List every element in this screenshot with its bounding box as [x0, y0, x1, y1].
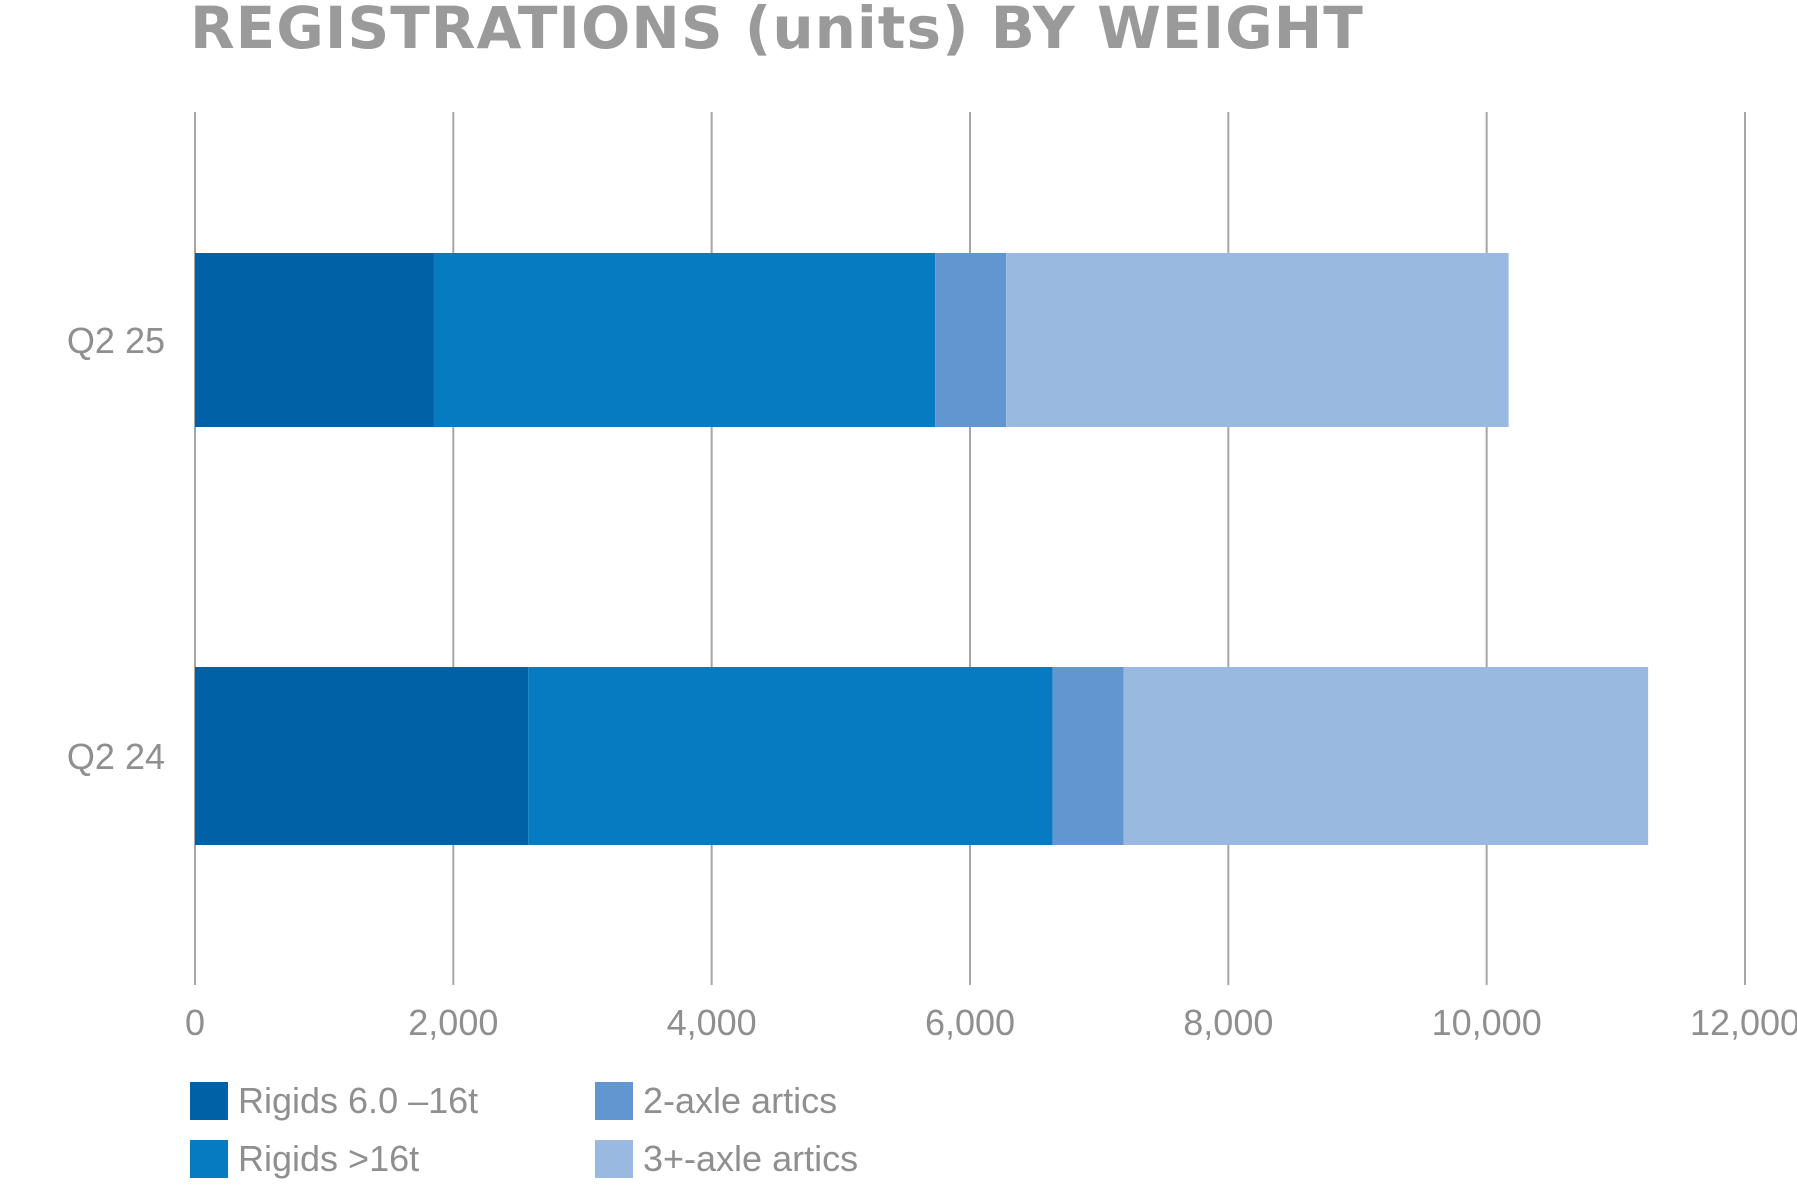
- y-category-label: Q2 25: [67, 320, 165, 361]
- legend-swatch: [595, 1082, 633, 1120]
- legend-item-2-axle-artics: 2-axle artics: [595, 1080, 837, 1122]
- x-tick-label: 0: [185, 1002, 205, 1043]
- bar-segment: [528, 667, 1053, 845]
- x-tick-label: 8,000: [1183, 1002, 1273, 1043]
- x-tick-label: 12,000: [1690, 1002, 1797, 1043]
- y-category-label: Q2 24: [67, 736, 165, 777]
- x-tick-label: 10,000: [1432, 1002, 1542, 1043]
- bar-segment: [433, 253, 936, 427]
- legend-label: 2-axle artics: [643, 1080, 838, 1121]
- bar-segment: [1006, 253, 1509, 427]
- legend-item-3-plus-axle-artics: 3+-axle artics: [595, 1138, 858, 1180]
- gridlines: [194, 112, 1746, 985]
- legend-label: 3+-axle artics: [643, 1138, 859, 1179]
- legend-item-rigids-6-16t: Rigids 6.0 –16t: [190, 1080, 478, 1122]
- legend: Rigids 6.0 –16t Rigids >16t 2-axle artic…: [190, 1080, 990, 1190]
- x-tick-label: 4,000: [667, 1002, 757, 1043]
- bar-segment: [1052, 667, 1124, 845]
- legend-label: Rigids 6.0 –16t: [238, 1080, 479, 1121]
- chart-title: REGISTRATIONS (units) BY WEIGHT: [190, 0, 1364, 62]
- x-axis-labels: 0 2,000 4,000 6,000 8,000 10,000 12,000: [185, 1002, 1797, 1043]
- bar-segment: [1123, 667, 1649, 845]
- x-tick-label: 6,000: [925, 1002, 1015, 1043]
- bars: [195, 253, 1649, 845]
- bar-segment: [195, 253, 434, 427]
- legend-swatch: [595, 1140, 633, 1178]
- y-axis-labels: Q2 25 Q2 24: [67, 320, 165, 777]
- x-tick-label: 2,000: [408, 1002, 498, 1043]
- legend-label: Rigids >16t: [238, 1138, 420, 1179]
- legend-swatch: [190, 1082, 228, 1120]
- legend-item-rigids-over-16t: Rigids >16t: [190, 1138, 419, 1180]
- bar-segment: [195, 667, 529, 845]
- bar-segment: [935, 253, 1007, 427]
- legend-swatch: [190, 1140, 228, 1178]
